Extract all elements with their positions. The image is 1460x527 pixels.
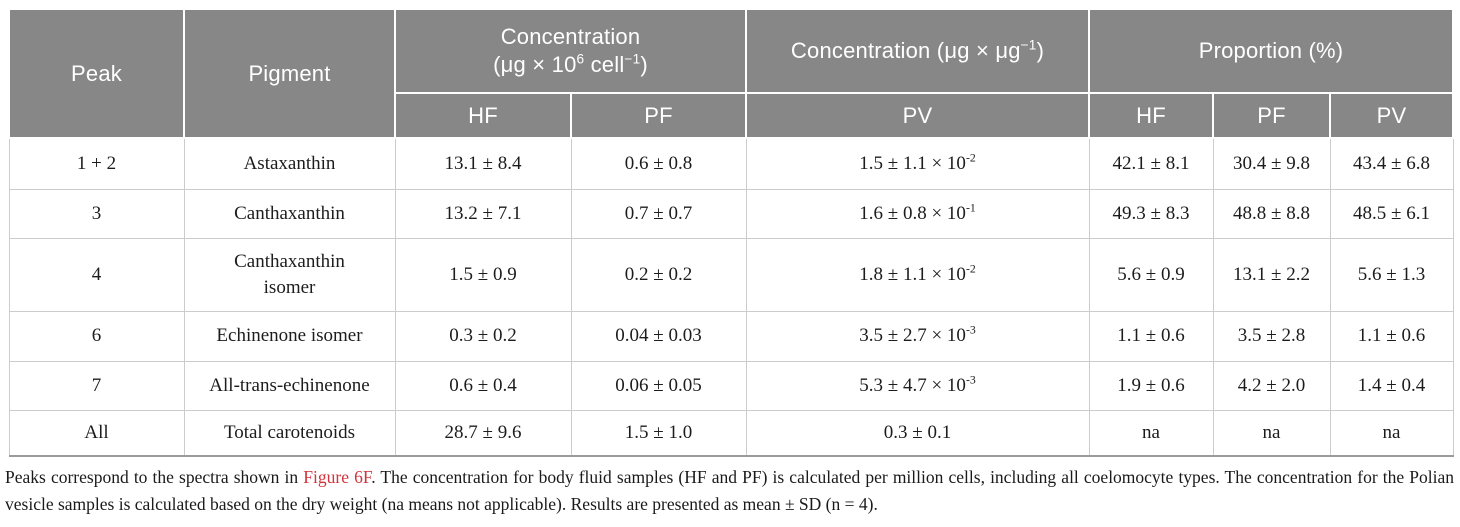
table-header: Peak Pigment Concentration (μg × 106 cel…	[8, 8, 1455, 139]
cell-pigment: Canthaxanthin isomer	[183, 237, 396, 312]
cell-peak: 6	[8, 310, 185, 362]
cell-prop-hf: na	[1088, 409, 1214, 457]
cell-pigment: Canthaxanthin	[183, 188, 396, 239]
cell-peak: 4	[8, 237, 185, 312]
subheader-prop-pv: PV	[1329, 92, 1455, 139]
cell-conc-pf: 0.04 ± 0.03	[570, 310, 747, 362]
cell-prop-hf: 1.1 ± 0.6	[1088, 310, 1214, 362]
table-row: 7 All-trans-echinenone 0.6 ± 0.4 0.06 ± …	[8, 360, 1454, 411]
table-row: 6 Echinenone isomer 0.3 ± 0.2 0.04 ± 0.0…	[8, 310, 1454, 362]
cell-prop-pv: 43.4 ± 6.8	[1329, 137, 1454, 190]
table-row: 4 Canthaxanthin isomer 1.5 ± 0.9 0.2 ± 0…	[8, 237, 1454, 312]
subheader-conc-pv: PV	[745, 92, 1091, 139]
cell-prop-hf: 1.9 ± 0.6	[1088, 360, 1214, 411]
footnote-text-before: Peaks correspond to the spectra shown in	[5, 467, 304, 487]
cell-conc-pv: 1.5 ± 1.1 × 10-2	[745, 137, 1090, 190]
table-row: 1 + 2 Astaxanthin 13.1 ± 8.4 0.6 ± 0.8 1…	[8, 137, 1454, 190]
pigment-concentration-table: Peak Pigment Concentration (μg × 106 cel…	[8, 8, 1455, 457]
cell-prop-pv: 1.1 ± 0.6	[1329, 310, 1454, 362]
table-row: 3 Canthaxanthin 13.2 ± 7.1 0.7 ± 0.7 1.6…	[8, 188, 1454, 239]
cell-pigment: All-trans-echinenone	[183, 360, 396, 411]
table-footnote: Peaks correspond to the spectra shown in…	[5, 464, 1454, 518]
cell-conc-pf: 0.2 ± 0.2	[570, 237, 747, 312]
cell-conc-hf: 1.5 ± 0.9	[394, 237, 572, 312]
header-proportion: Proportion (%)	[1088, 8, 1455, 94]
cell-conc-hf: 13.1 ± 8.4	[394, 137, 572, 190]
cell-conc-pf: 0.06 ± 0.05	[570, 360, 747, 411]
cell-conc-pf: 0.6 ± 0.8	[570, 137, 747, 190]
cell-peak: 7	[8, 360, 185, 411]
header-concentration-per-weight: Concentration (μg × μg−1)	[745, 8, 1091, 94]
cell-conc-pv: 5.3 ± 4.7 × 10-3	[745, 360, 1090, 411]
cell-conc-pv: 1.8 ± 1.1 × 10-2	[745, 237, 1090, 312]
cell-pigment: Echinenone isomer	[183, 310, 396, 362]
subheader-prop-hf: HF	[1088, 92, 1215, 139]
header-group-row: Peak Pigment Concentration (μg × 106 cel…	[8, 8, 1455, 139]
cell-prop-pv: 48.5 ± 6.1	[1329, 188, 1454, 239]
cell-conc-hf: 0.3 ± 0.2	[394, 310, 572, 362]
cell-conc-hf: 0.6 ± 0.4	[394, 360, 572, 411]
cell-prop-pf: 48.8 ± 8.8	[1212, 188, 1331, 239]
cell-prop-hf: 42.1 ± 8.1	[1088, 137, 1214, 190]
header-concentration-per-cell-line1: Concentration	[500, 24, 641, 49]
cell-prop-pf: na	[1212, 409, 1331, 457]
cell-prop-pv: 5.6 ± 1.3	[1329, 237, 1454, 312]
table-row: All Total carotenoids 28.7 ± 9.6 1.5 ± 1…	[8, 409, 1454, 457]
footnote-text-after: . The concentration for body fluid sampl…	[5, 467, 1454, 514]
cell-conc-pv: 1.6 ± 0.8 × 10-1	[745, 188, 1090, 239]
cell-prop-pf: 4.2 ± 2.0	[1212, 360, 1331, 411]
cell-prop-pv: 1.4 ± 0.4	[1329, 360, 1454, 411]
header-peak: Peak	[8, 8, 185, 139]
header-concentration-per-cell-line2: (μg × 106 cell−1)	[493, 51, 648, 77]
cell-prop-pv: na	[1329, 409, 1454, 457]
header-concentration-per-cell: Concentration (μg × 106 cell−1)	[393, 8, 748, 94]
cell-prop-pf: 30.4 ± 9.8	[1212, 137, 1331, 190]
pigment-name: Canthaxanthin isomer	[234, 250, 345, 298]
paper-table-figure: Peak Pigment Concentration (μg × 106 cel…	[0, 8, 1460, 527]
cell-conc-pv: 0.3 ± 0.1	[745, 409, 1090, 457]
cell-peak: 3	[8, 188, 185, 239]
cell-conc-hf: 13.2 ± 7.1	[394, 188, 572, 239]
subheader-conc-hf: HF	[394, 92, 572, 139]
cell-prop-hf: 5.6 ± 0.9	[1088, 237, 1214, 312]
cell-peak: All	[8, 409, 185, 457]
cell-conc-pf: 1.5 ± 1.0	[570, 409, 747, 457]
cell-conc-pf: 0.7 ± 0.7	[570, 188, 747, 239]
header-pigment: Pigment	[183, 8, 396, 139]
header-sub-row: HF PF PV HF PF PV	[9, 92, 1455, 139]
cell-prop-hf: 49.3 ± 8.3	[1088, 188, 1214, 239]
subheader-conc-pf: PF	[569, 92, 748, 139]
table-body: 1 + 2 Astaxanthin 13.1 ± 8.4 0.6 ± 0.8 1…	[8, 137, 1454, 457]
cell-conc-hf: 28.7 ± 9.6	[394, 409, 572, 457]
cell-prop-pf: 3.5 ± 2.8	[1212, 310, 1331, 362]
figure-6f-link[interactable]: Figure 6F	[303, 467, 372, 487]
cell-conc-pv: 3.5 ± 2.7 × 10-3	[745, 310, 1090, 362]
cell-pigment: Astaxanthin	[183, 137, 396, 190]
cell-prop-pf: 13.1 ± 2.2	[1212, 237, 1331, 312]
cell-pigment: Total carotenoids	[183, 409, 396, 457]
subheader-prop-pf: PF	[1212, 92, 1332, 139]
cell-peak: 1 + 2	[8, 137, 185, 190]
